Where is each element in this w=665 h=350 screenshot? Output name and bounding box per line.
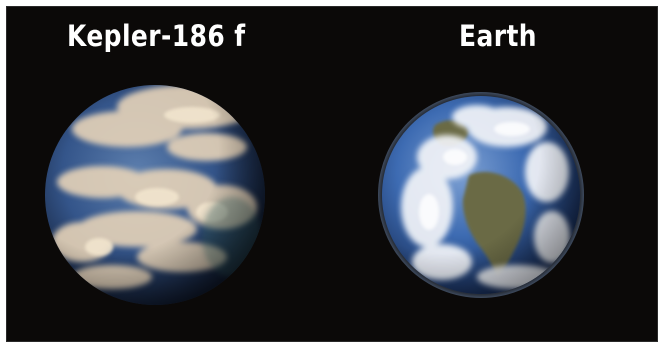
planets-illustration <box>45 85 584 305</box>
kepler-186f-label: Kepler-186 f <box>67 19 246 53</box>
kepler-186f-planet <box>45 85 265 305</box>
earth-planet <box>378 92 584 298</box>
comparison-image: Kepler-186 f Earth <box>6 6 658 342</box>
earth-label: Earth <box>459 19 538 53</box>
